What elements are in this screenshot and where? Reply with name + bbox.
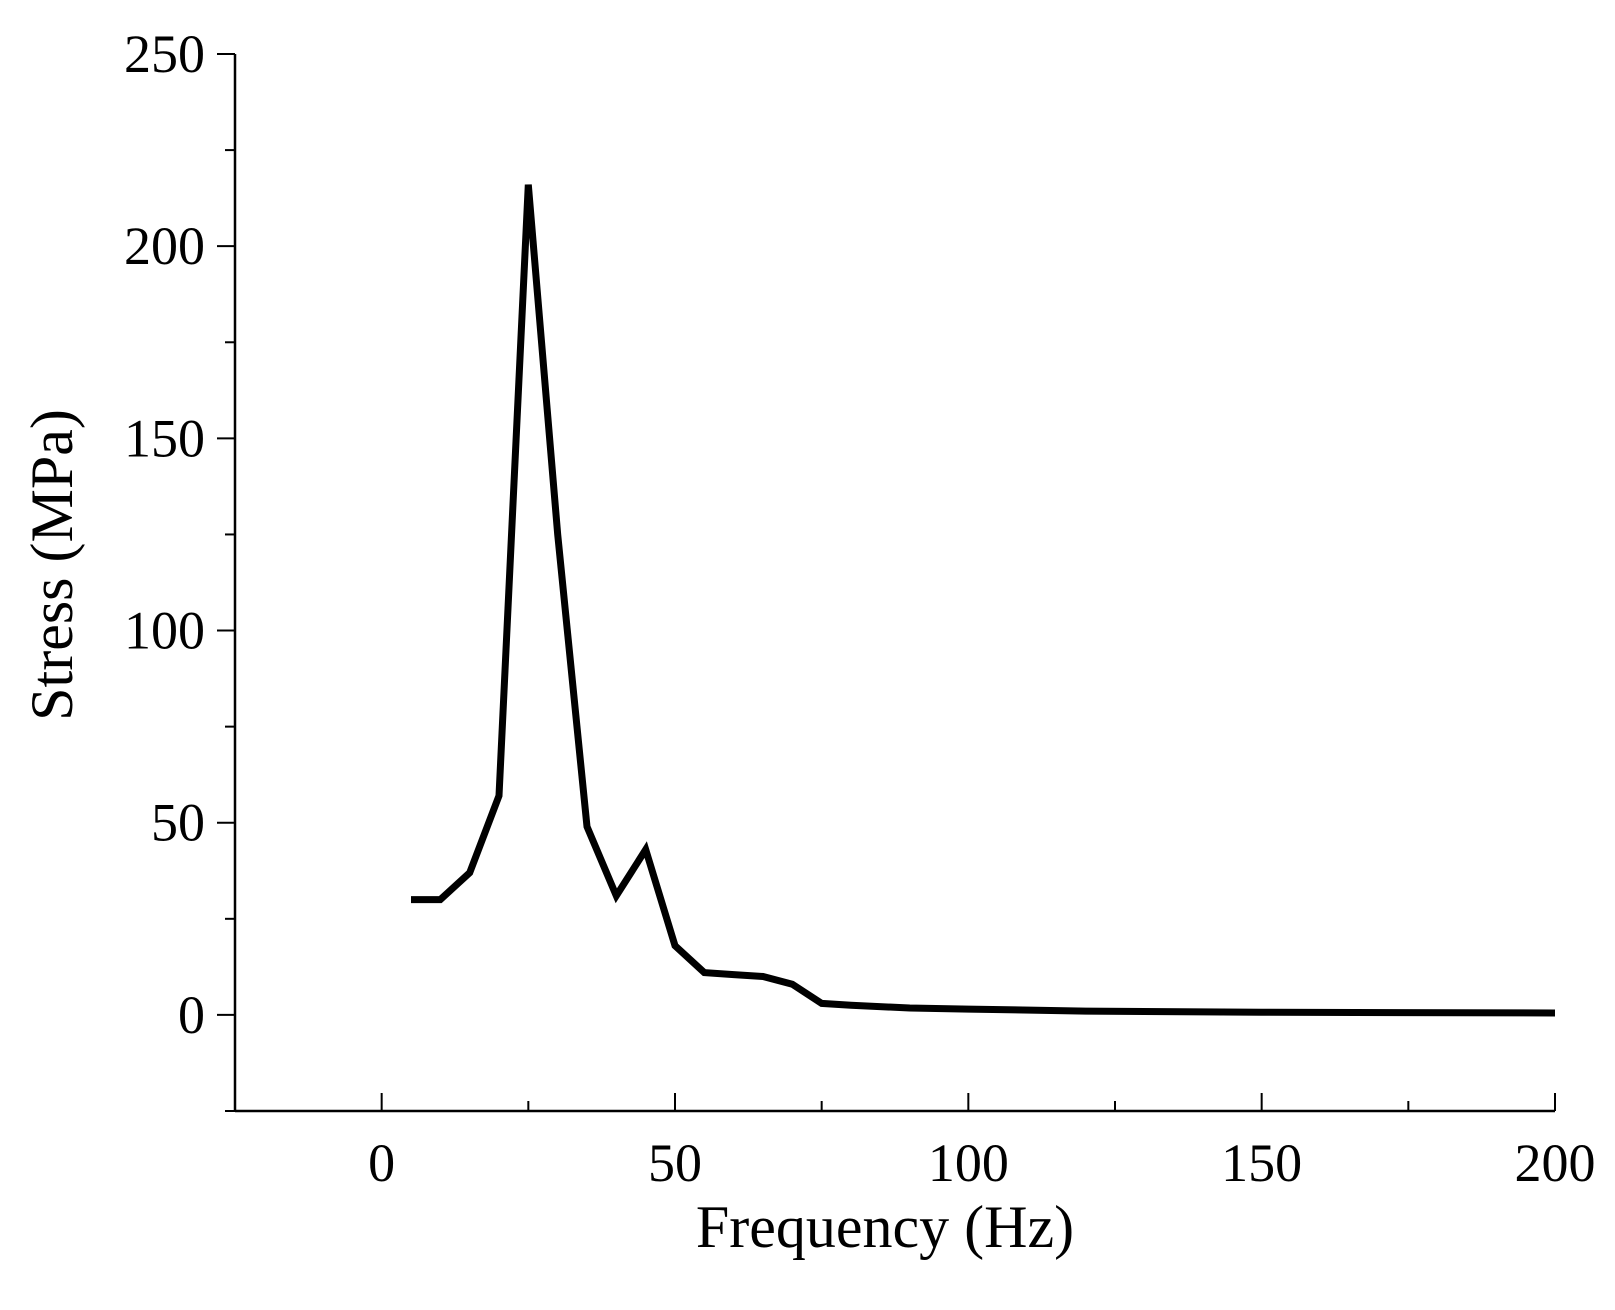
- y-tick-label: 200: [124, 216, 205, 276]
- y-tick-label: 100: [124, 601, 205, 661]
- y-tick-label: 250: [124, 24, 205, 84]
- x-axis-label: Frequency (Hz): [696, 1194, 1074, 1260]
- ticks: [217, 53, 1556, 1112]
- x-tick-label: 100: [928, 1133, 1009, 1193]
- y-tick-label: 50: [151, 793, 205, 853]
- x-tick-label: 200: [1515, 1133, 1596, 1193]
- y-tick-label: 150: [124, 408, 205, 468]
- x-tick-label: 0: [368, 1133, 395, 1193]
- y-tick-label: 0: [178, 985, 205, 1045]
- axes: [233, 54, 1555, 1113]
- x-tick-label: 150: [1221, 1133, 1302, 1193]
- x-tick-label: 50: [648, 1133, 702, 1193]
- y-axis-label: Stress (MPa): [19, 409, 85, 721]
- tick-labels: 0 50 100 150 200 250 0 50 100 150 200: [124, 24, 1596, 1193]
- series-line: [411, 184, 1556, 1017]
- series-group: [411, 184, 1556, 1017]
